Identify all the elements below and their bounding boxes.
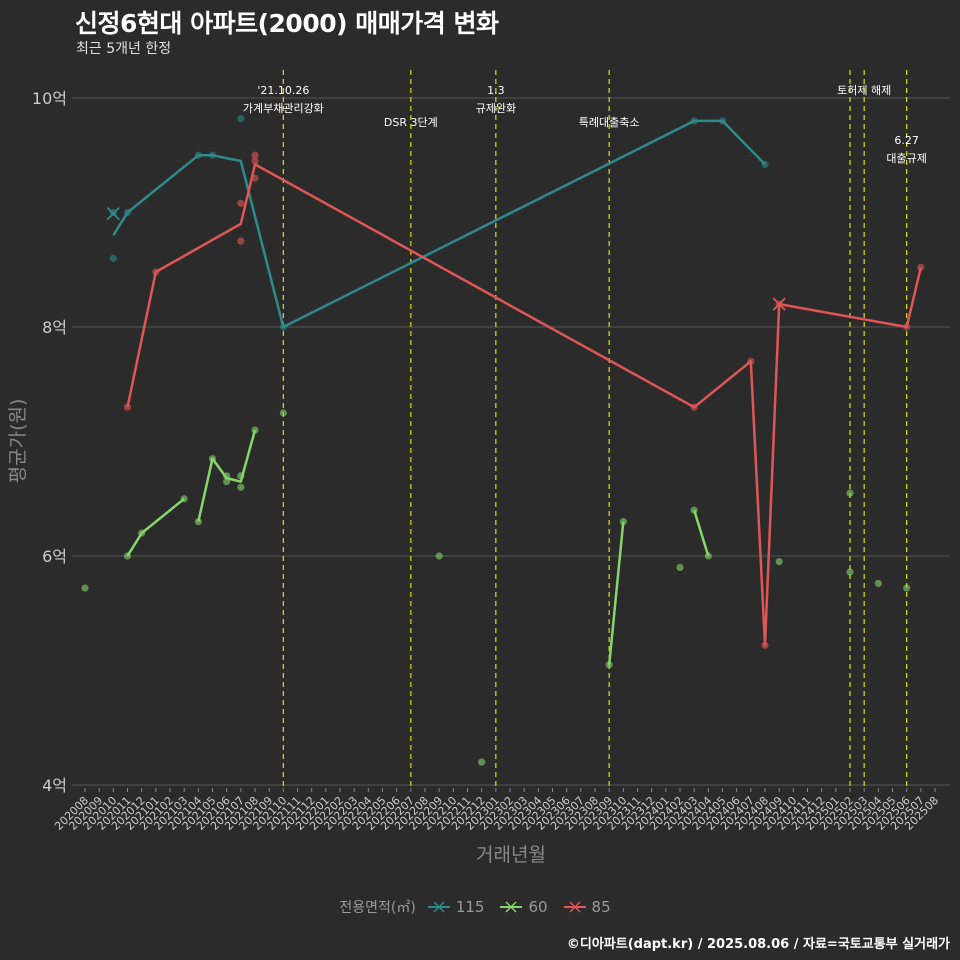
legend-key-60 — [500, 901, 523, 913]
event-annotation: 가계부채관리강화 — [243, 102, 324, 115]
y-tick-label: 6억 — [42, 547, 67, 566]
series-60-point — [208, 455, 217, 463]
series-60-point — [605, 661, 613, 669]
series-60-point — [194, 518, 202, 526]
legend-label-60: 60 — [528, 898, 548, 916]
series-115-point — [690, 117, 698, 125]
series-85-point — [917, 263, 925, 272]
series-115-marker — [106, 207, 120, 221]
series-60-point — [846, 489, 854, 497]
legend-item-85: 85 — [563, 898, 611, 916]
series-60-point — [81, 584, 89, 592]
chart-subtitle: 최근 5개년 한정 — [76, 41, 172, 57]
series-60-point — [435, 552, 443, 560]
series-60-point — [676, 563, 684, 572]
series-60-point — [223, 477, 231, 486]
series-115-point — [761, 160, 769, 169]
series-115-point — [279, 323, 287, 331]
legend-item-60: 60 — [500, 898, 548, 916]
series-60-point — [237, 472, 245, 480]
y-axis-label: 평균가(원) — [7, 399, 29, 484]
legend-title: 전용면적(㎡) — [339, 900, 416, 916]
series-60-line — [693, 509, 710, 557]
x-axis-label: 거래년월 — [476, 844, 546, 866]
chart-title: 신정6현대 아파트(2000) 매매가격 변화 — [75, 9, 499, 38]
series-60-line — [607, 521, 625, 665]
event-annotation: 대출규제 — [886, 152, 926, 165]
series-60-point — [237, 483, 245, 491]
y-tick-label: 4억 — [42, 776, 67, 795]
series-60-point — [619, 518, 627, 526]
series-60-point — [279, 409, 287, 417]
series-60-point — [180, 495, 188, 503]
series-85-line — [126, 163, 923, 647]
series-85-point — [903, 323, 911, 331]
series-115-point — [237, 115, 245, 123]
legend-key-115 — [427, 901, 450, 913]
series-60-point — [478, 758, 486, 766]
event-annotation: DSR 3단계 — [384, 116, 438, 129]
series-60-point — [690, 506, 698, 514]
series-60-point — [775, 558, 783, 566]
series-115-point — [123, 208, 132, 217]
series-115-point — [194, 151, 202, 159]
legend: 전용면적(㎡) 115 60 85 — [0, 896, 960, 918]
series-60-point — [138, 529, 146, 537]
legend-label-115: 115 — [455, 898, 485, 916]
event-annotation: '21.10.26 — [257, 84, 309, 97]
legend-item-115: 115 — [427, 898, 485, 916]
series-60-point — [704, 552, 712, 560]
series-85-point — [152, 268, 160, 276]
event-annotation: 1.3 — [487, 84, 505, 97]
y-tick-label: 10억 — [32, 89, 67, 108]
series-60-line — [126, 497, 185, 557]
series-85-point — [690, 403, 698, 411]
series-115-line — [112, 119, 766, 329]
series-60-point — [251, 426, 259, 434]
chart-caption: ©디아파트(dapt.kr) / 2025.08.06 / 자료=국토교통부 실… — [566, 937, 950, 952]
legend-key-85 — [563, 901, 586, 913]
series-85-point — [251, 174, 259, 182]
legend-label-85: 85 — [591, 898, 611, 916]
series-60-point — [223, 472, 231, 480]
series-115-point — [718, 117, 727, 125]
series-115-point — [208, 151, 217, 159]
series-85-point — [761, 641, 769, 649]
event-annotation: 토허제 해제 — [837, 83, 891, 97]
series-60-point — [874, 579, 882, 588]
series-85-point — [237, 237, 245, 245]
series-60-point — [123, 552, 132, 560]
series-85-point — [251, 151, 259, 159]
event-annotation: 6.27 — [894, 134, 919, 147]
series-60-point — [846, 568, 854, 576]
event-annotation: 규제완화 — [476, 102, 516, 115]
series-85-point — [747, 357, 755, 365]
series-60-point — [903, 584, 911, 592]
series-115-point — [109, 254, 117, 262]
series-85-point — [237, 199, 245, 207]
series-85-point — [251, 157, 259, 165]
series-85-point — [123, 403, 132, 411]
y-tick-label: 8억 — [42, 318, 67, 337]
series-85-marker — [772, 297, 786, 311]
event-annotation: 특례대출축소 — [579, 116, 640, 129]
